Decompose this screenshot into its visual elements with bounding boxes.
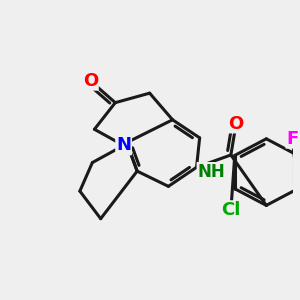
Text: Cl: Cl xyxy=(221,201,241,219)
Text: NH: NH xyxy=(197,163,225,181)
Text: O: O xyxy=(229,115,244,133)
Text: O: O xyxy=(82,72,98,90)
Text: F: F xyxy=(286,130,298,148)
Text: N: N xyxy=(116,136,131,154)
